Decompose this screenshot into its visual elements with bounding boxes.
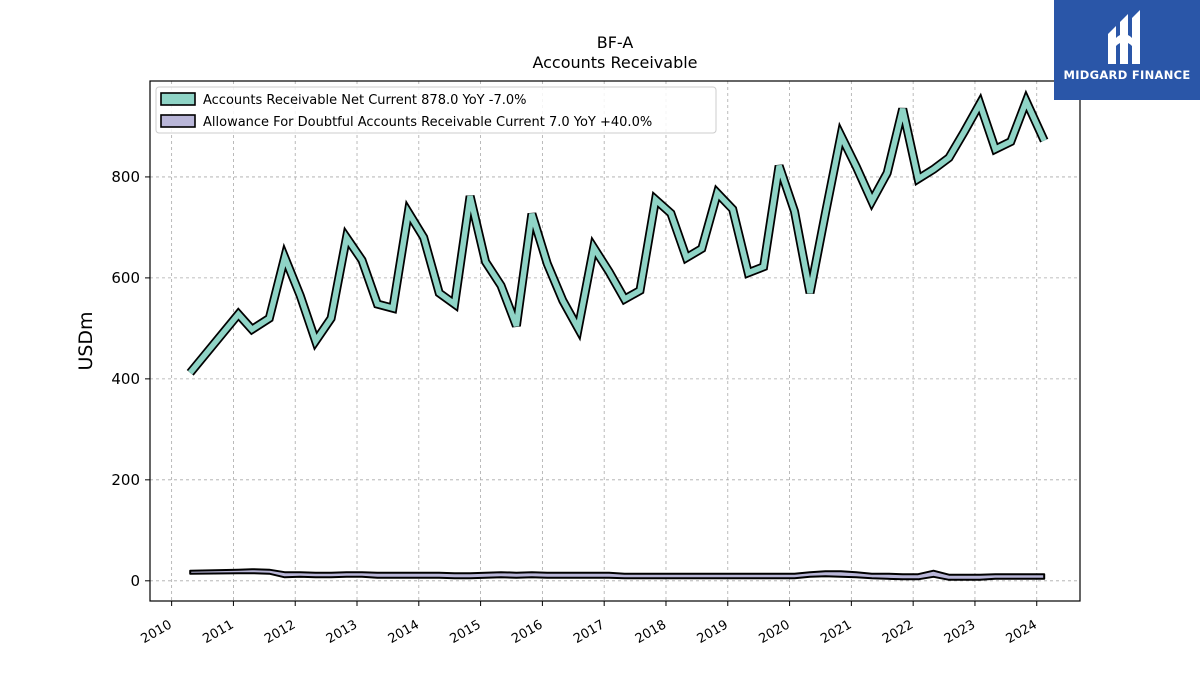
y-tick-label: 800 <box>111 168 140 186</box>
x-tick-label: 2019 <box>695 617 731 647</box>
series-receivable-outline <box>186 89 1049 376</box>
logo-mark-icon <box>1108 10 1140 64</box>
x-tick-label: 2023 <box>942 617 978 647</box>
x-tick-label: 2015 <box>448 617 484 647</box>
x-tick-label: 2016 <box>509 617 545 647</box>
legend-swatch-receivable <box>160 92 196 106</box>
series-area <box>186 89 1049 581</box>
legend-box <box>155 86 717 134</box>
x-tick-label: 2013 <box>324 617 360 647</box>
series-receivable-line <box>188 94 1047 375</box>
legend-swatch-allowance <box>160 114 196 128</box>
x-tick-label: 2024 <box>1004 617 1040 647</box>
x-tick-label: 2018 <box>633 617 669 647</box>
x-tick-label: 2010 <box>139 617 175 647</box>
y-tick-label: 400 <box>111 370 140 388</box>
x-tick-label: 2014 <box>386 617 422 647</box>
y-axis-label: USDm <box>75 311 97 370</box>
x-tick-label: 2011 <box>200 617 236 647</box>
legend: Accounts Receivable Net Current 878.0 Yo… <box>155 86 717 134</box>
x-tick-label: 2020 <box>756 617 792 647</box>
legend-label-receivable: Accounts Receivable Net Current 878.0 Yo… <box>203 93 526 108</box>
legend-label-allowance: Allowance For Doubtful Accounts Receivab… <box>203 115 652 130</box>
series-allowance-band <box>189 568 1046 581</box>
chart-title: BF-A <box>597 33 634 52</box>
x-tick-label: 2021 <box>818 617 854 647</box>
company-logo: MIDGARD FINANCE <box>1054 0 1200 100</box>
logo-text: MIDGARD FINANCE <box>1063 68 1191 82</box>
y-tick-label: 200 <box>111 471 140 489</box>
y-axis: 0 200 400 600 800 <box>111 168 150 590</box>
y-tick-label: 0 <box>130 572 140 590</box>
x-tick-label: 2022 <box>880 617 916 647</box>
x-tick-label: 2012 <box>262 617 298 647</box>
y-tick-label: 600 <box>111 269 140 287</box>
x-tick-label: 2017 <box>571 617 607 647</box>
x-axis: 2010 2011 2012 2013 2014 2015 2016 2017 2018 2019… <box>139 601 1040 647</box>
plot-area-frame <box>149 80 1081 602</box>
chart-subtitle: Accounts Receivable <box>532 53 697 72</box>
